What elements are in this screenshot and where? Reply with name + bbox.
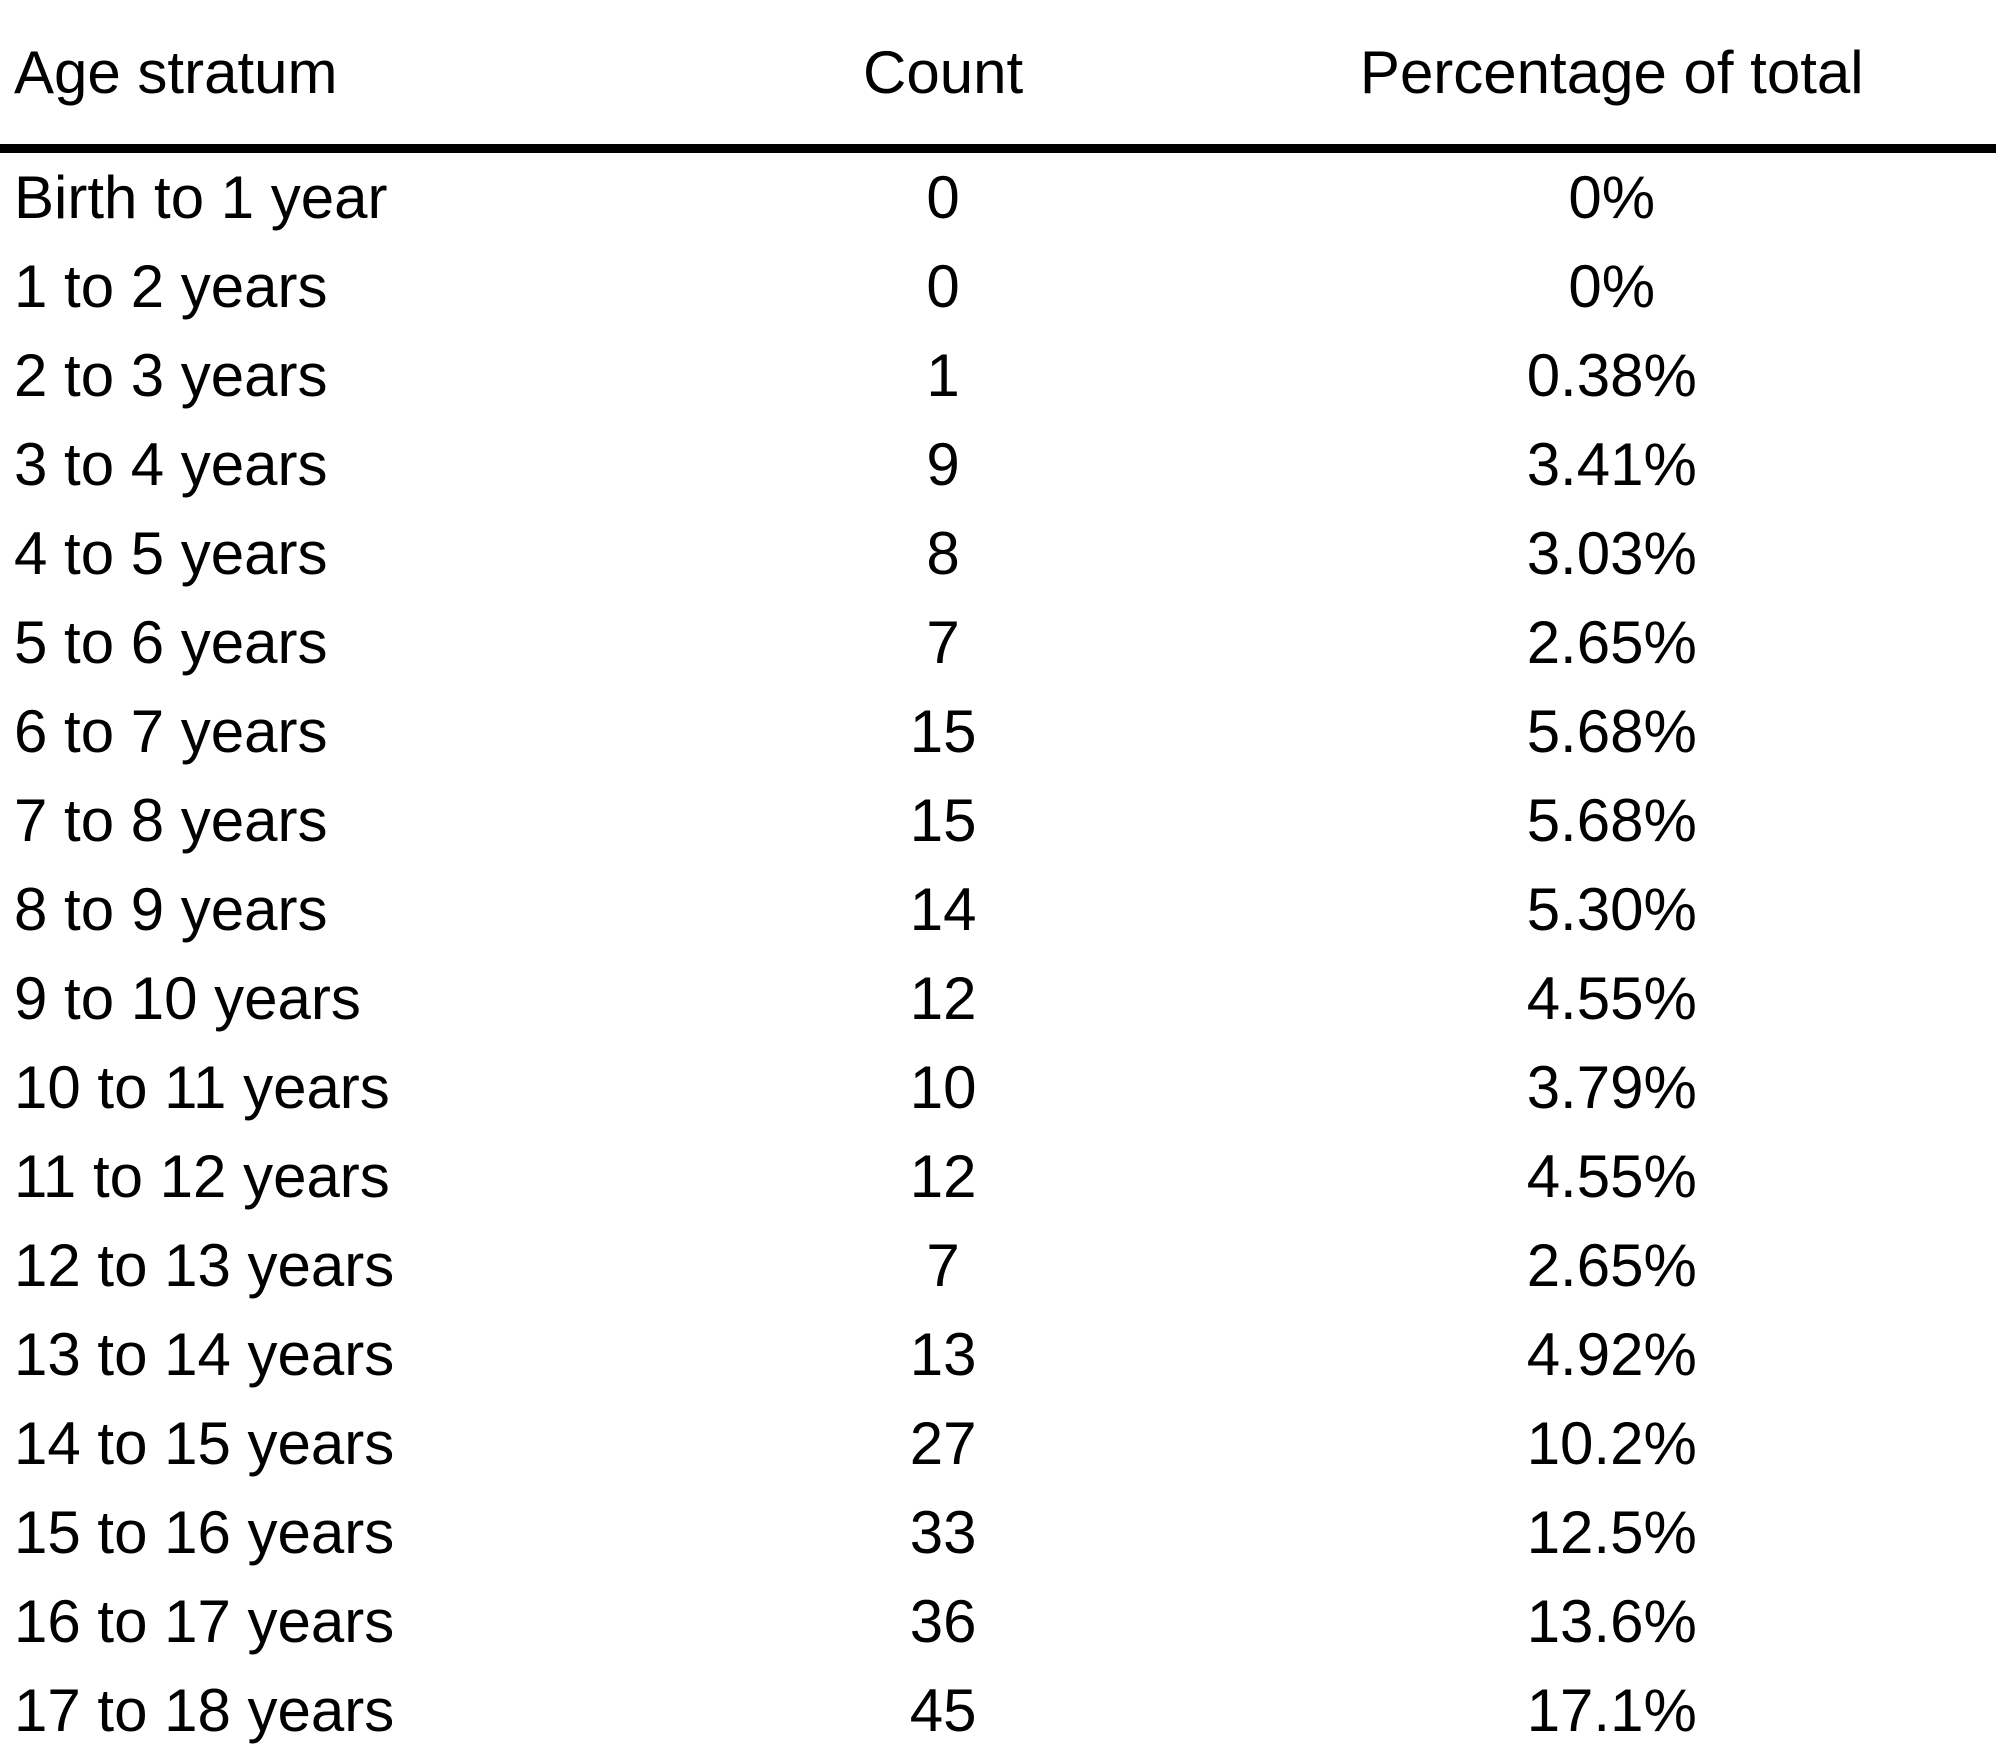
col-header-age-stratum: Age stratum <box>0 0 659 149</box>
count-cell: 13 <box>659 1310 1228 1399</box>
count-cell: 15 <box>659 776 1228 865</box>
percentage-cell: 5.68% <box>1228 776 1996 865</box>
header-row: Age stratum Count Percentage of total <box>0 0 1996 149</box>
age-stratum-cell: 6 to 7 years <box>0 687 659 776</box>
age-stratum-cell: 17 to 18 years <box>0 1666 659 1755</box>
count-cell: 7 <box>659 1221 1228 1310</box>
percentage-cell: 10.2% <box>1228 1399 1996 1488</box>
age-stratum-cell: 2 to 3 years <box>0 331 659 420</box>
percentage-cell: 2.65% <box>1228 1221 1996 1310</box>
percentage-cell: 0% <box>1228 242 1996 331</box>
age-stratum-cell: 14 to 15 years <box>0 1399 659 1488</box>
age-stratum-cell: 10 to 11 years <box>0 1043 659 1132</box>
age-stratum-cell: 4 to 5 years <box>0 509 659 598</box>
percentage-cell: 4.92% <box>1228 1310 1996 1399</box>
count-cell: 27 <box>659 1399 1228 1488</box>
age-stratum-cell: 8 to 9 years <box>0 865 659 954</box>
percentage-cell: 0.38% <box>1228 331 1996 420</box>
age-stratum-cell: 7 to 8 years <box>0 776 659 865</box>
table-header: Age stratum Count Percentage of total <box>0 0 1996 149</box>
percentage-cell: 3.79% <box>1228 1043 1996 1132</box>
age-stratum-cell: 11 to 12 years <box>0 1132 659 1221</box>
count-cell: 1 <box>659 331 1228 420</box>
percentage-cell: 2.65% <box>1228 598 1996 687</box>
col-header-count: Count <box>659 0 1228 149</box>
age-stratum-cell: 12 to 13 years <box>0 1221 659 1310</box>
age-stratum-cell: 9 to 10 years <box>0 954 659 1043</box>
percentage-cell: 13.6% <box>1228 1577 1996 1666</box>
percentage-cell: 17.1% <box>1228 1666 1996 1755</box>
count-cell: 0 <box>659 149 1228 243</box>
percentage-cell: 3.41% <box>1228 420 1996 509</box>
age-stratum-cell: 16 to 17 years <box>0 1577 659 1666</box>
age-stratum-cell: Birth to 1 year <box>0 149 659 243</box>
count-cell: 7 <box>659 598 1228 687</box>
count-cell: 12 <box>659 954 1228 1043</box>
age-stratum-cell: 15 to 16 years <box>0 1488 659 1577</box>
count-cell: 45 <box>659 1666 1228 1755</box>
col-header-percentage-of-total: Percentage of total <box>1228 0 1996 149</box>
percentage-cell: 5.30% <box>1228 865 1996 954</box>
percentage-cell: 3.03% <box>1228 509 1996 598</box>
count-cell: 0 <box>659 242 1228 331</box>
percentage-cell: 0% <box>1228 149 1996 243</box>
age-stratum-cell: 5 to 6 years <box>0 598 659 687</box>
count-cell: 33 <box>659 1488 1228 1577</box>
count-cell: 10 <box>659 1043 1228 1132</box>
age-stratum-cell: 1 to 2 years <box>0 242 659 331</box>
percentage-cell: 12.5% <box>1228 1488 1996 1577</box>
count-cell: 12 <box>659 1132 1228 1221</box>
count-cell: 14 <box>659 865 1228 954</box>
count-cell: 8 <box>659 509 1228 598</box>
age-stratum-cell: 3 to 4 years <box>0 420 659 509</box>
count-cell: 15 <box>659 687 1228 776</box>
age-stratum-cell: 13 to 14 years <box>0 1310 659 1399</box>
percentage-cell: 4.55% <box>1228 1132 1996 1221</box>
percentage-cell: 5.68% <box>1228 687 1996 776</box>
percentage-cell: 4.55% <box>1228 954 1996 1043</box>
count-cell: 9 <box>659 420 1228 509</box>
count-cell: 36 <box>659 1577 1228 1666</box>
